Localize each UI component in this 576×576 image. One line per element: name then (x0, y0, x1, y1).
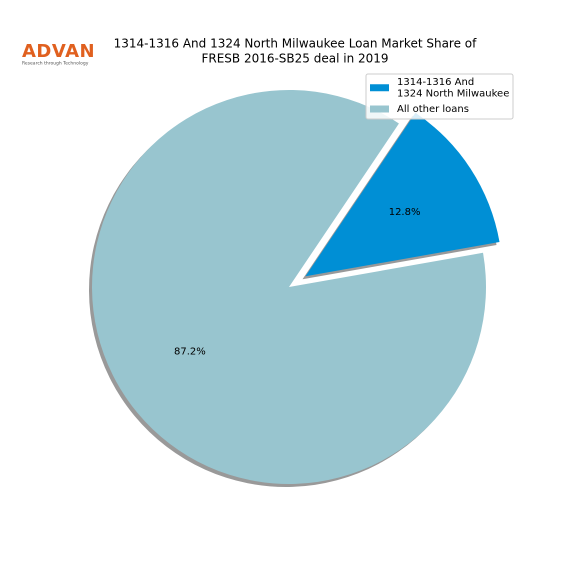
logo-name: ADVAN (22, 41, 95, 62)
legend-box (365, 73, 514, 120)
pie-slice (92, 89, 487, 484)
legend-label: 1314-1316 And 1324 North Milwaukee (397, 77, 509, 100)
logo-tagline: Research through Technology (22, 61, 89, 67)
pie-slice (305, 112, 500, 277)
value-label: 87.2% (174, 346, 206, 357)
legend-label: All other loans (397, 104, 469, 115)
chart-title: 1314-1316 And 1324 North Milwaukee Loan … (114, 37, 478, 51)
value-label: 12.8% (389, 207, 421, 218)
chart-title: FRESB 2016-SB25 deal in 2019 (201, 52, 388, 66)
legend: 1314-1316 And 1324 North Milwaukee All oth… (365, 73, 514, 120)
legend-swatch (370, 84, 389, 92)
legend-swatch (370, 105, 389, 113)
